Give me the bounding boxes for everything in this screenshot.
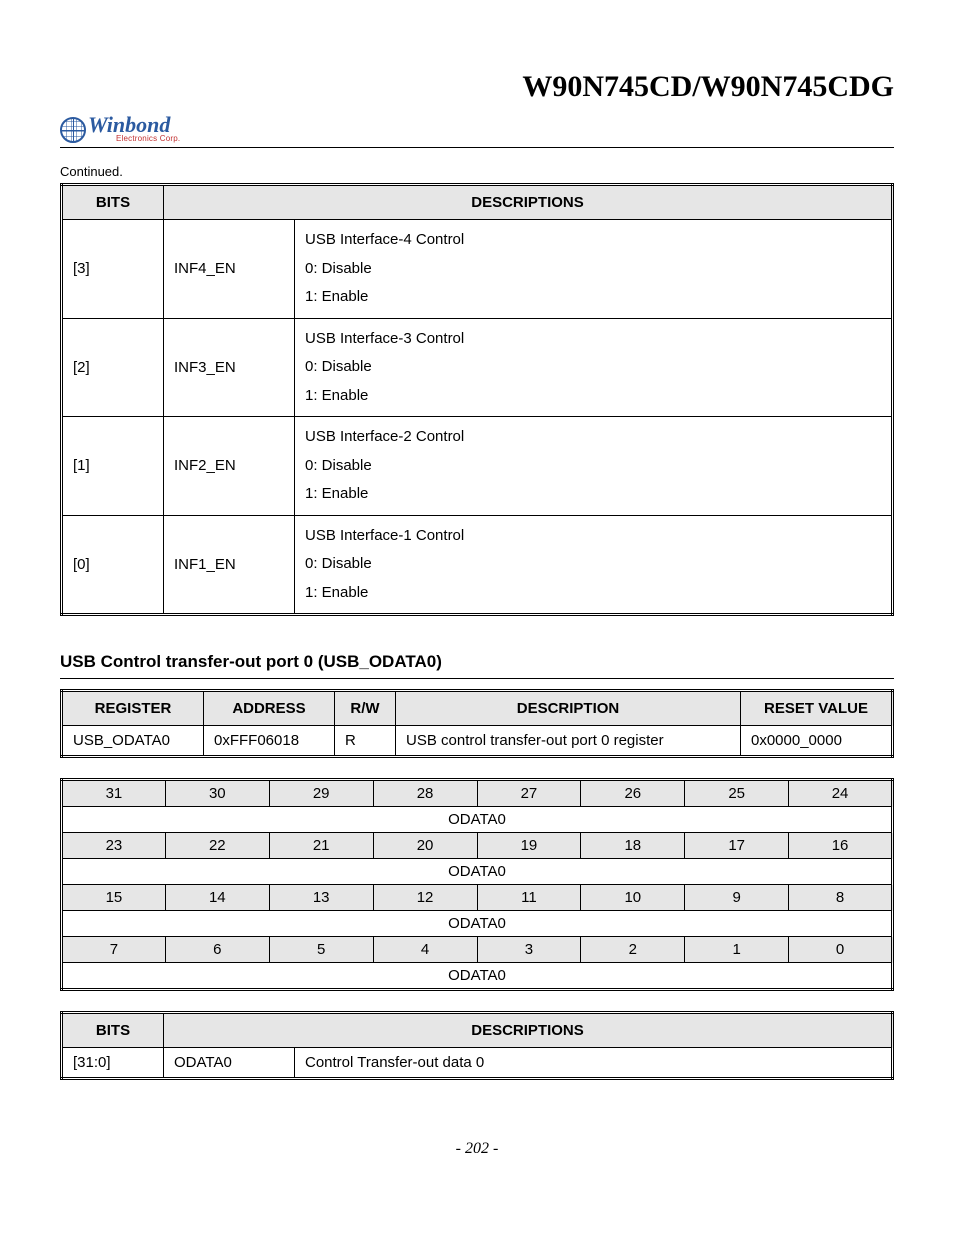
th-rw: R/W [335,691,396,726]
cell-name: INF4_EN [164,220,295,319]
bit-field: ODATA0 [62,807,893,833]
th-descriptions: DESCRIPTIONS [164,185,893,220]
bit-row: 15141312111098 [62,885,893,911]
bits-description-table-1: BITS DESCRIPTIONS [3] INF4_EN USB Interf… [60,183,894,616]
bits-description-table-2: BITS DESCRIPTIONS [31:0] ODATA0 Control … [60,1011,894,1080]
cell-name: ODATA0 [164,1048,295,1079]
cell-name: INF1_EN [164,515,295,615]
cell-bits: [31:0] [62,1048,164,1079]
cell-bits: [3] [62,220,164,319]
cell-desc: USB Interface-2 Control 0: Disable 1: En… [295,417,893,516]
cell-name: INF3_EN [164,318,295,417]
cell-description: USB control transfer-out port 0 register [396,726,741,757]
table-row: [3] INF4_EN USB Interface-4 Control 0: D… [62,220,893,319]
cell-address: 0xFFF06018 [204,726,335,757]
th-descriptions: DESCRIPTIONS [164,1013,893,1048]
winbond-logo: Winbond Electronics Corp. [60,114,180,143]
th-address: ADDRESS [204,691,335,726]
bit-field: ODATA0 [62,859,893,885]
th-bits: BITS [62,185,164,220]
section-divider [60,678,894,679]
logo-name: Winbond [88,114,180,136]
register-table: REGISTER ADDRESS R/W DESCRIPTION RESET V… [60,689,894,758]
bit-field: ODATA0 [62,911,893,937]
cell-desc: USB Interface-3 Control 0: Disable 1: En… [295,318,893,417]
table-row: [0] INF1_EN USB Interface-1 Control 0: D… [62,515,893,615]
section-title: USB Control transfer-out port 0 (USB_ODA… [60,652,894,672]
continued-label: Continued. [60,164,894,179]
bit-row: 2322212019181716 [62,833,893,859]
bit-row: 3130292827262524 [62,780,893,807]
cell-rw: R [335,726,396,757]
cell-desc: USB Interface-4 Control 0: Disable 1: En… [295,220,893,319]
th-register: REGISTER [62,691,204,726]
th-reset: RESET VALUE [741,691,893,726]
table-row: USB_ODATA0 0xFFF06018 R USB control tran… [62,726,893,757]
cell-bits: [2] [62,318,164,417]
document-title: W90N745CD/W90N745CDG [60,70,894,104]
bit-field: ODATA0 [62,963,893,990]
th-description: DESCRIPTION [396,691,741,726]
table-row: [31:0] ODATA0 Control Transfer-out data … [62,1048,893,1079]
bitfield-table: 3130292827262524 ODATA0 2322212019181716… [60,778,894,991]
globe-icon [60,117,86,143]
page: W90N745CD/W90N745CDG Winbond Electronics… [0,0,954,1198]
table-row: [1] INF2_EN USB Interface-2 Control 0: D… [62,417,893,516]
cell-name: INF2_EN [164,417,295,516]
bit-row: 76543210 [62,937,893,963]
cell-register: USB_ODATA0 [62,726,204,757]
page-number: - 202 - [60,1140,894,1158]
cell-reset: 0x0000_0000 [741,726,893,757]
th-bits: BITS [62,1013,164,1048]
cell-desc: USB Interface-1 Control 0: Disable 1: En… [295,515,893,615]
table-row: [2] INF3_EN USB Interface-3 Control 0: D… [62,318,893,417]
logo-subtitle: Electronics Corp. [116,135,180,143]
cell-bits: [1] [62,417,164,516]
cell-bits: [0] [62,515,164,615]
header-row: Winbond Electronics Corp. [60,114,894,148]
cell-desc: Control Transfer-out data 0 [295,1048,893,1079]
